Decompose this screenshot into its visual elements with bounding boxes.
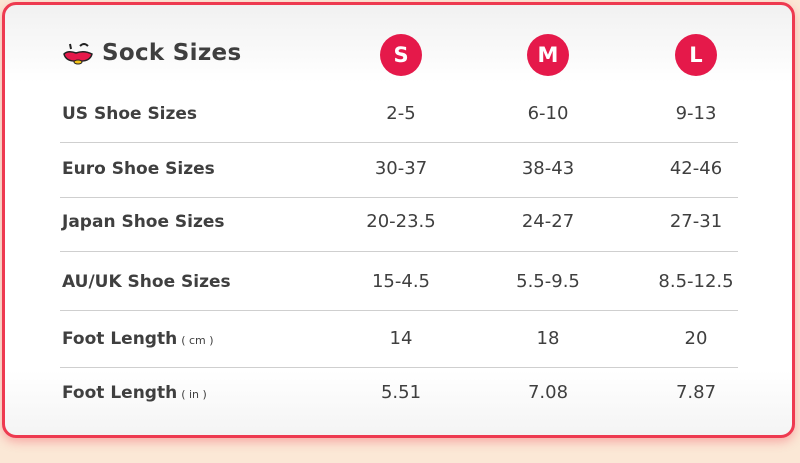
size-value: 42-46 — [669, 158, 723, 179]
table-row: Foot Length( cm ) 14 18 20 — [0, 324, 800, 354]
size-value: 5.51 — [380, 382, 422, 403]
size-value: 18 — [536, 328, 560, 349]
chart-title: Sock Sizes — [62, 40, 241, 66]
size-value: 24-27 — [521, 211, 575, 232]
size-value: 20-23.5 — [366, 211, 436, 232]
sock-mascot-icon — [63, 43, 93, 65]
size-value: 5.5-9.5 — [516, 271, 580, 292]
size-value: 14 — [389, 328, 413, 349]
size-value: 6-10 — [527, 103, 569, 124]
size-badge-s: S — [380, 34, 422, 76]
row-label: Foot Length( cm ) — [62, 324, 214, 356]
row-divider — [60, 310, 738, 311]
size-badge-m: M — [527, 34, 569, 76]
row-label: Foot Length( in ) — [62, 378, 207, 410]
table-row: US Shoe Sizes 2-5 6-10 9-13 — [0, 99, 800, 129]
size-value: 30-37 — [374, 158, 428, 179]
size-value: 9-13 — [675, 103, 717, 124]
size-value: 20 — [684, 328, 708, 349]
row-label: Japan Shoe Sizes — [62, 207, 225, 237]
title-text: Sock Sizes — [102, 40, 242, 66]
table-row: AU/UK Shoe Sizes 15-4.5 5.5-9.5 8.5-12.5 — [0, 267, 800, 297]
row-label: US Shoe Sizes — [62, 99, 197, 129]
row-label-text: US Shoe Sizes — [62, 104, 198, 124]
row-label-text: AU/UK Shoe Sizes — [62, 272, 231, 292]
row-divider — [60, 367, 738, 368]
row-divider — [60, 197, 738, 198]
row-label: AU/UK Shoe Sizes — [62, 267, 231, 297]
row-label-text: Japan Shoe Sizes — [62, 212, 225, 232]
size-value: 2-5 — [386, 103, 416, 124]
row-unit: ( in ) — [181, 388, 207, 401]
size-value: 7.08 — [527, 382, 569, 403]
row-label: Euro Shoe Sizes — [62, 154, 215, 184]
size-value: 8.5-12.5 — [658, 271, 734, 292]
size-value: 7.87 — [675, 382, 717, 403]
size-value: 15-4.5 — [371, 271, 431, 292]
row-divider — [60, 142, 738, 143]
table-row: Euro Shoe Sizes 30-37 38-43 42-46 — [0, 154, 800, 184]
size-value: 27-31 — [669, 211, 723, 232]
size-badge-l: L — [675, 34, 717, 76]
row-label-text: Foot Length — [62, 329, 178, 349]
size-value: 38-43 — [521, 158, 575, 179]
row-divider — [60, 251, 738, 252]
table-row: Japan Shoe Sizes 20-23.5 24-27 27-31 — [0, 207, 800, 237]
row-label-text: Foot Length — [62, 383, 178, 403]
row-label-text: Euro Shoe Sizes — [62, 159, 215, 179]
table-row: Foot Length( in ) 5.51 7.08 7.87 — [0, 378, 800, 408]
row-unit: ( cm ) — [181, 334, 214, 347]
